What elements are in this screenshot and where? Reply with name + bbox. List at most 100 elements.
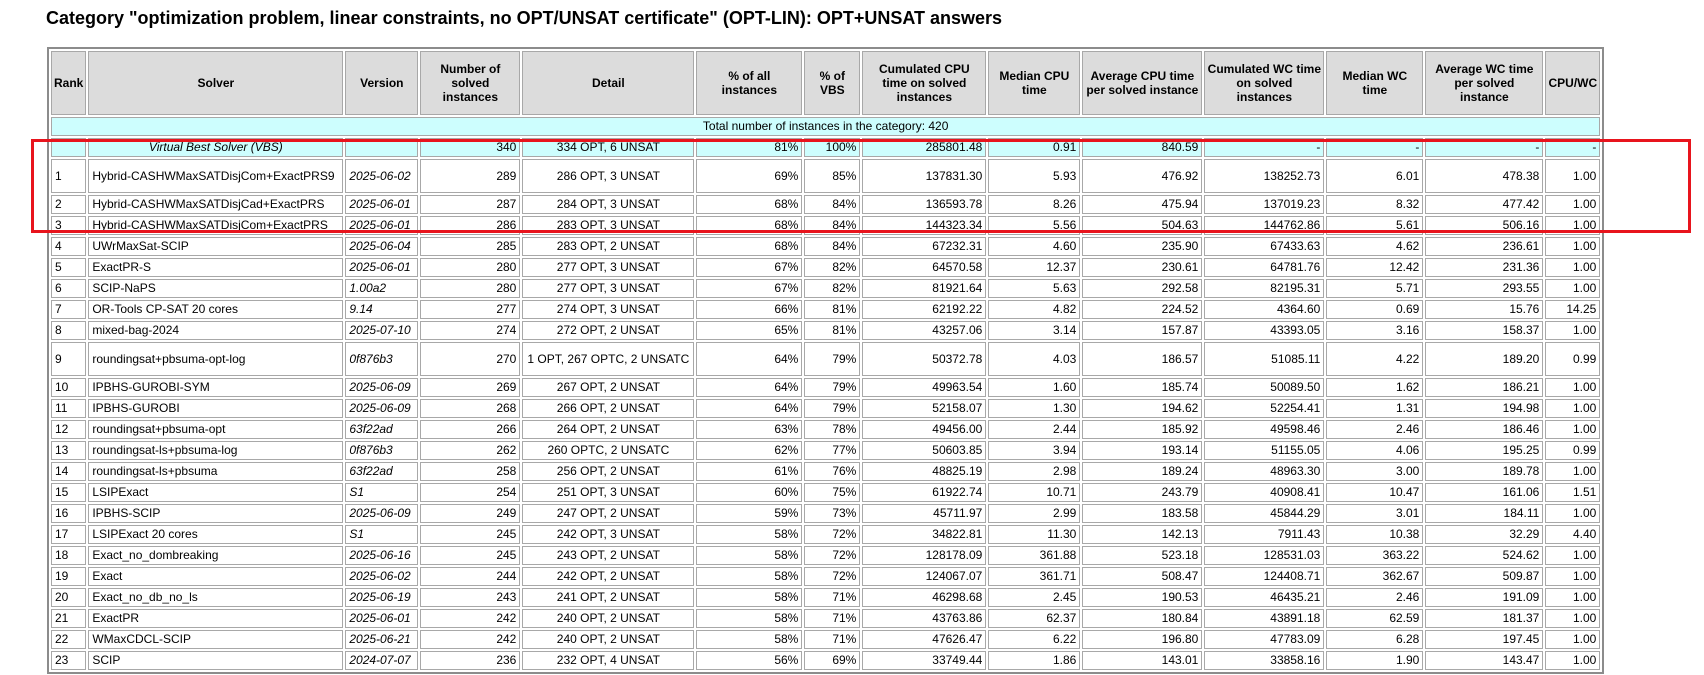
cell-med-wc: 3.00: [1326, 462, 1424, 481]
cell-solver[interactable]: Hybrid-CASHWMaxSATDisjCad+ExactPRS: [88, 195, 344, 214]
cell-med-cpu: 1.60: [988, 378, 1081, 397]
cell-solved: 287: [420, 195, 521, 214]
cell-solver[interactable]: mixed-bag-2024: [88, 321, 344, 340]
cell-pct-vbs: 81%: [804, 300, 861, 319]
cell-solver: Virtual Best Solver (VBS): [88, 138, 344, 157]
cell-med-wc: 5.61: [1326, 216, 1424, 235]
cell-solver[interactable]: WMaxCDCL-SCIP: [88, 630, 344, 649]
cell-pct-all: 60%: [696, 483, 803, 502]
cell-avg-wc: 293.55: [1425, 279, 1544, 298]
cell-pct-all: 58%: [696, 588, 803, 607]
cell-cpu-wc: 1.00: [1545, 159, 1601, 193]
cell-avg-cpu: 180.84: [1082, 609, 1203, 628]
cell-solver[interactable]: ExactPR-S: [88, 258, 344, 277]
table-row: 15 LSIPExact S1 254 251 OPT, 3 UNSAT 60% 75% 61…: [51, 483, 1601, 502]
cell-avg-cpu: 157.87: [1082, 321, 1203, 340]
cell-solved: 280: [420, 258, 521, 277]
cell-cum-cpu: 128178.09: [862, 546, 987, 565]
cell-solver[interactable]: UWrMaxSat-SCIP: [88, 237, 344, 256]
cell-solver[interactable]: IPBHS-GUROBI: [88, 399, 344, 418]
cell-cum-wc: 43891.18: [1204, 609, 1325, 628]
cell-solved: 236: [420, 651, 521, 670]
cell-solver[interactable]: Hybrid-CASHWMaxSATDisjCom+ExactPRS: [88, 216, 344, 235]
cell-cum-cpu: 61922.74: [862, 483, 987, 502]
cell-avg-wc: 509.87: [1425, 567, 1544, 586]
cell-avg-cpu: 292.58: [1082, 279, 1203, 298]
cell-avg-cpu: 185.74: [1082, 378, 1203, 397]
cell-med-wc: 8.32: [1326, 195, 1424, 214]
cell-med-wc: 2.46: [1326, 588, 1424, 607]
table-row: 23 SCIP 2024-07-07 236 232 OPT, 4 UNSAT 56% 69…: [51, 651, 1601, 670]
cell-cpu-wc: 4.40: [1545, 525, 1601, 544]
cell-cum-cpu: 49963.54: [862, 378, 987, 397]
cell-cpu-wc: 14.25: [1545, 300, 1601, 319]
cell-solver[interactable]: roundingsat-ls+pbsuma: [88, 462, 344, 481]
cell-solver[interactable]: roundingsat+pbsuma-opt-log: [88, 342, 344, 376]
cell-solver[interactable]: LSIPExact: [88, 483, 344, 502]
cell-solver[interactable]: OR-Tools CP-SAT 20 cores: [88, 300, 344, 319]
col-header-med-wc[interactable]: Median WC time: [1326, 51, 1424, 115]
cell-cpu-wc: 1.00: [1545, 420, 1601, 439]
cell-rank: 9: [51, 342, 87, 376]
cell-version: 9.14: [345, 300, 419, 319]
col-header-solved[interactable]: Number of solved instances: [420, 51, 521, 115]
col-header-rank[interactable]: Rank: [51, 51, 87, 115]
col-header-version[interactable]: Version: [345, 51, 419, 115]
cell-pct-all: 58%: [696, 546, 803, 565]
cell-solver[interactable]: LSIPExact 20 cores: [88, 525, 344, 544]
cell-med-wc: 0.69: [1326, 300, 1424, 319]
table-row: 19 Exact 2025-06-02 244 242 OPT, 2 UNSAT 58% 7…: [51, 567, 1601, 586]
cell-detail: 284 OPT, 3 UNSAT: [522, 195, 695, 214]
cell-avg-wc: 195.25: [1425, 441, 1544, 460]
col-header-pct-vbs[interactable]: % of VBS: [804, 51, 861, 115]
cell-med-wc: 12.42: [1326, 258, 1424, 277]
cell-version: 2025-06-19: [345, 588, 419, 607]
cell-cum-cpu: 49456.00: [862, 420, 987, 439]
col-header-cum-cpu[interactable]: Cumulated CPU time on solved instances: [862, 51, 987, 115]
cell-cum-cpu: 46298.68: [862, 588, 987, 607]
col-header-avg-wc[interactable]: Average WC time per solved instance: [1425, 51, 1544, 115]
cell-pct-vbs: 79%: [804, 342, 861, 376]
cell-rank: 21: [51, 609, 87, 628]
cell-solver[interactable]: IPBHS-GUROBI-SYM: [88, 378, 344, 397]
cell-version: 2025-06-04: [345, 237, 419, 256]
cell-cum-wc: 137019.23: [1204, 195, 1325, 214]
cell-solved: 289: [420, 159, 521, 193]
cell-avg-cpu: 186.57: [1082, 342, 1203, 376]
cell-pct-vbs: 85%: [804, 159, 861, 193]
cell-solver[interactable]: roundingsat+pbsuma-opt: [88, 420, 344, 439]
cell-solver[interactable]: SCIP: [88, 651, 344, 670]
cell-detail: 267 OPT, 2 UNSAT: [522, 378, 695, 397]
cell-solver[interactable]: Hybrid-CASHWMaxSATDisjCom+ExactPRS9: [88, 159, 344, 193]
cell-med-cpu: 1.30: [988, 399, 1081, 418]
results-table: Rank Solver Version Number of solved ins…: [47, 47, 1605, 674]
cell-solver[interactable]: Exact_no_db_no_ls: [88, 588, 344, 607]
cell-detail: 241 OPT, 2 UNSAT: [522, 588, 695, 607]
cell-avg-cpu: 476.92: [1082, 159, 1203, 193]
col-header-cpu-wc[interactable]: CPU/WC: [1545, 51, 1601, 115]
cell-med-cpu: 4.60: [988, 237, 1081, 256]
cell-solver[interactable]: roundingsat-ls+pbsuma-log: [88, 441, 344, 460]
cell-detail: 243 OPT, 2 UNSAT: [522, 546, 695, 565]
cell-cum-cpu: 50372.78: [862, 342, 987, 376]
col-header-solver[interactable]: Solver: [88, 51, 344, 115]
cell-solved: 243: [420, 588, 521, 607]
col-header-med-cpu[interactable]: Median CPU time: [988, 51, 1081, 115]
cell-solver[interactable]: SCIP-NaPS: [88, 279, 344, 298]
col-header-cum-wc[interactable]: Cumulated WC time on solved instances: [1204, 51, 1325, 115]
cell-med-wc: 10.47: [1326, 483, 1424, 502]
cell-solved: 245: [420, 525, 521, 544]
cell-med-cpu: 5.63: [988, 279, 1081, 298]
table-row: 13 roundingsat-ls+pbsuma-log 0f876b3 262 260…: [51, 441, 1601, 460]
col-header-detail[interactable]: Detail: [522, 51, 695, 115]
cell-solver[interactable]: IPBHS-SCIP: [88, 504, 344, 523]
cell-med-wc: 362.67: [1326, 567, 1424, 586]
cell-rank: 20: [51, 588, 87, 607]
col-header-pct-all[interactable]: % of all instances: [696, 51, 803, 115]
cell-solver[interactable]: Exact_no_dombreaking: [88, 546, 344, 565]
col-header-avg-cpu[interactable]: Average CPU time per solved instance: [1082, 51, 1203, 115]
cell-solver[interactable]: ExactPR: [88, 609, 344, 628]
cell-cpu-wc: 1.00: [1545, 651, 1601, 670]
cell-solver[interactable]: Exact: [88, 567, 344, 586]
cell-cum-wc: 64781.76: [1204, 258, 1325, 277]
